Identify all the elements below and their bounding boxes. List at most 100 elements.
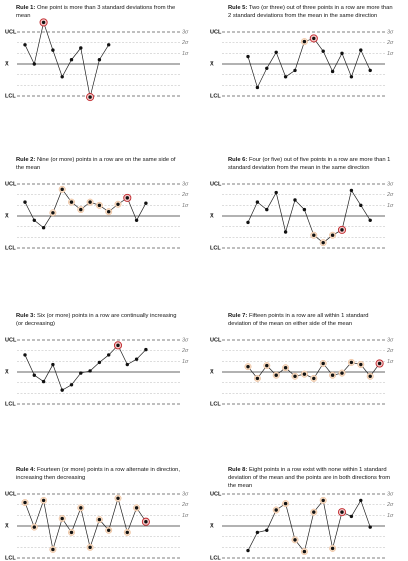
data-point <box>107 353 111 357</box>
sigma-label: 1σ <box>182 359 189 365</box>
data-point <box>32 62 36 66</box>
data-point <box>51 48 55 52</box>
data-point <box>134 506 139 510</box>
data-point <box>368 525 372 529</box>
data-point <box>41 226 46 230</box>
data-point <box>23 500 27 505</box>
data-point <box>125 530 129 535</box>
rule-title: Rule 2: Nine (or more) points in a row a… <box>16 156 181 172</box>
rule-number: Rule 3: <box>16 313 36 319</box>
data-point <box>41 498 46 503</box>
sigma-label: 3σ <box>182 337 189 343</box>
data-point <box>60 516 64 521</box>
data-point <box>60 388 64 392</box>
data-point <box>359 48 363 52</box>
series-line <box>247 499 371 553</box>
data-point <box>134 357 139 361</box>
data-point <box>23 353 27 357</box>
rule-title: Rule 7: Fifteen points in a row are all … <box>228 312 393 328</box>
y-tick-label: UCL <box>210 29 222 35</box>
series-line <box>247 37 371 89</box>
data-point <box>51 547 55 552</box>
data-point <box>41 20 46 25</box>
sigma-label: 3σ <box>387 181 394 187</box>
sigma-label: 3σ <box>182 181 189 187</box>
data-point <box>116 202 120 206</box>
sigma-label: 2σ <box>386 192 394 198</box>
data-point <box>265 66 269 70</box>
sigma-label: 1σ <box>387 203 394 209</box>
series-line <box>247 189 371 244</box>
sigma-label: 2σ <box>386 502 394 508</box>
data-point <box>293 68 297 73</box>
data-point <box>293 374 297 378</box>
data-point <box>255 200 260 204</box>
data-point <box>125 196 129 200</box>
data-point <box>274 373 278 377</box>
data-point <box>246 220 250 225</box>
data-point <box>144 520 148 524</box>
y-tick-label: X̄ <box>210 61 214 68</box>
data-point <box>23 43 27 47</box>
y-tick-label: UCL <box>210 337 222 343</box>
data-point <box>359 362 363 367</box>
data-point <box>321 498 325 503</box>
y-tick-label: UCL <box>5 491 17 497</box>
y-tick-label: X̄ <box>5 523 9 530</box>
data-point <box>349 360 354 365</box>
data-point <box>134 218 139 222</box>
rule-title: Rule 5: Two (or three) out of three poin… <box>228 4 393 20</box>
data-point <box>321 240 325 245</box>
rule-number: Rule 8: <box>228 467 248 473</box>
data-point <box>107 43 111 47</box>
y-tick-label: UCL <box>5 337 17 343</box>
data-point <box>51 211 55 215</box>
rule-number: Rule 4: <box>16 467 36 473</box>
data-point <box>340 228 344 232</box>
data-point <box>312 36 316 41</box>
data-point <box>246 364 250 369</box>
data-point <box>32 525 36 529</box>
data-point <box>283 230 288 234</box>
y-tick-label: X̄ <box>210 213 214 220</box>
data-point <box>79 46 83 50</box>
data-point <box>23 200 27 204</box>
data-point <box>107 528 111 532</box>
data-point <box>265 207 269 212</box>
data-point <box>283 75 288 79</box>
data-point <box>144 347 148 352</box>
series-line <box>24 21 109 98</box>
y-tick-label: UCL <box>210 491 222 497</box>
data-point <box>368 218 372 222</box>
data-point <box>293 198 297 202</box>
data-point <box>359 203 363 208</box>
y-tick-label: LCL <box>210 245 221 251</box>
data-point <box>330 233 335 237</box>
rule-text: One point is more than 3 standard deviat… <box>16 5 176 19</box>
data-point <box>283 366 288 370</box>
data-point <box>302 207 307 212</box>
rule-text: Fifteen points in a row are all within 1… <box>228 313 369 327</box>
data-point <box>88 369 92 373</box>
sigma-label: 1σ <box>182 51 189 57</box>
data-point <box>255 530 260 535</box>
data-point <box>60 75 64 79</box>
sigma-label: 2σ <box>386 348 394 354</box>
data-point <box>340 510 344 514</box>
y-tick-label: UCL <box>5 181 17 187</box>
rule-text: Eight points in a row exist with none wi… <box>228 467 391 489</box>
y-tick-label: LCL <box>210 555 221 561</box>
sigma-label: 2σ <box>181 40 189 46</box>
y-tick-label: UCL <box>210 181 222 187</box>
rule-text: Six (or more) points in a row are contin… <box>16 313 177 327</box>
y-tick-label: LCL <box>210 93 221 99</box>
rule-number: Rule 7: <box>228 313 248 319</box>
series-line <box>24 344 147 391</box>
data-point <box>32 218 36 222</box>
data-point <box>246 54 250 59</box>
data-point <box>349 188 354 193</box>
rule-text: Two (or three) out of three points in a … <box>228 5 393 19</box>
data-point <box>330 546 335 551</box>
y-tick-label: LCL <box>5 93 16 99</box>
